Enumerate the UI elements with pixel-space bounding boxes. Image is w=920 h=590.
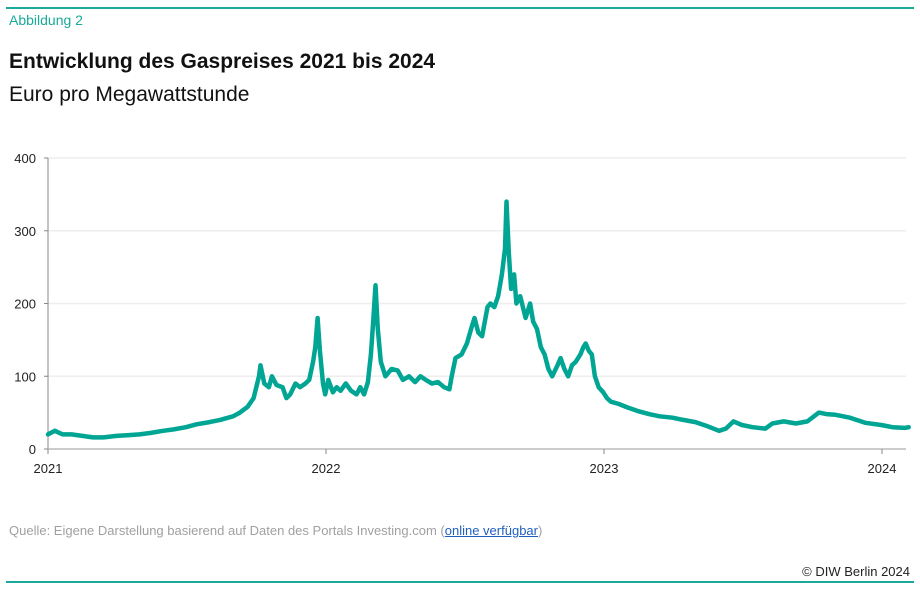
- source-note: Quelle: Eigene Darstellung basierend auf…: [9, 523, 542, 538]
- top-rule: [6, 7, 914, 9]
- y-tick-label: 300: [14, 224, 36, 239]
- chart-title: Entwicklung des Gaspreises 2021 bis 2024: [9, 50, 436, 73]
- chart-subtitle: Euro pro Megawattstunde: [9, 83, 250, 106]
- y-tick-label: 400: [14, 151, 36, 166]
- x-tick-label: 2024: [868, 461, 897, 476]
- y-tick-label: 0: [29, 442, 36, 457]
- copyright: © DIW Berlin 2024: [802, 564, 910, 579]
- source-suffix: ): [537, 523, 543, 538]
- x-tick-label: 2022: [312, 461, 341, 476]
- bottom-rule: [6, 581, 914, 583]
- y-tick-label: 200: [14, 297, 36, 312]
- gas-price-line: [45, 199, 911, 440]
- source-link[interactable]: online verfügbar: [444, 523, 538, 538]
- x-tick-label: 2021: [34, 461, 63, 476]
- source-text: Quelle: Eigene Darstellung basierend auf…: [9, 523, 445, 538]
- figure-label: Abbildung 2: [9, 12, 83, 28]
- y-tick-label: 100: [14, 369, 36, 384]
- x-tick-label: 2023: [590, 461, 619, 476]
